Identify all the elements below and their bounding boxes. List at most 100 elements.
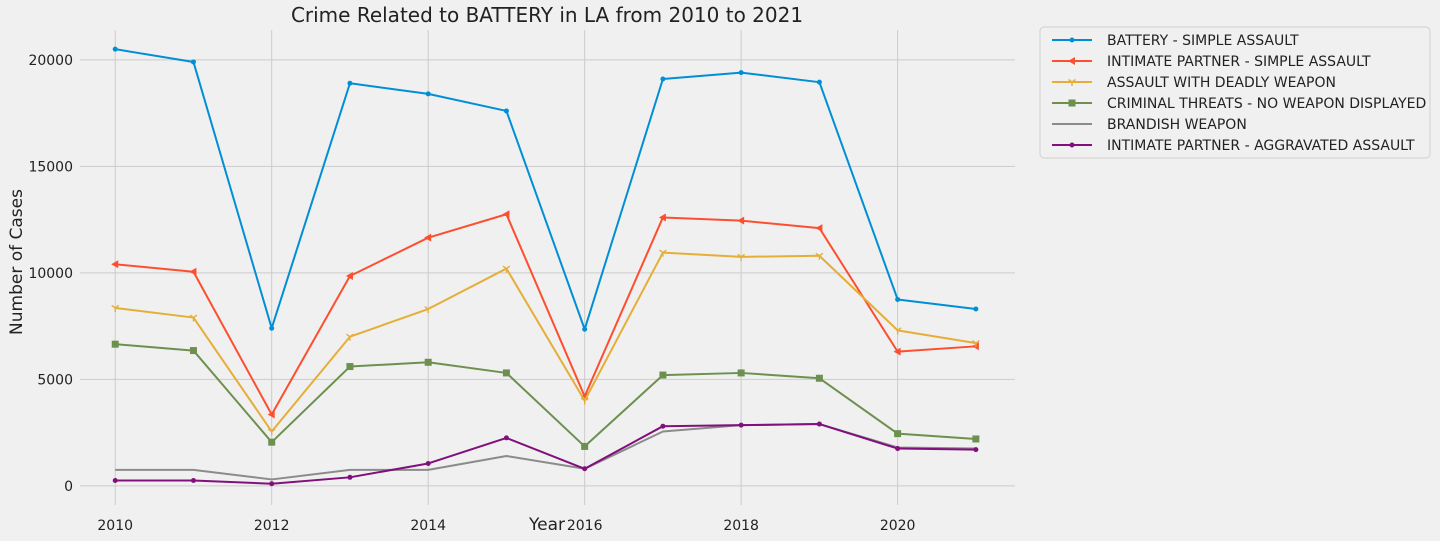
data-point-marker xyxy=(112,46,118,52)
y-tick-label: 15000 xyxy=(28,159,73,175)
triangle-marker xyxy=(424,233,432,242)
series-line xyxy=(115,213,976,416)
data-point-marker xyxy=(816,79,822,85)
tri-marker xyxy=(424,305,433,314)
square-marker xyxy=(737,369,745,377)
square-marker xyxy=(815,374,823,382)
data-point-marker xyxy=(660,423,666,429)
y-axis-ticks: 0 5000 10000 15000 20000 xyxy=(28,53,73,495)
data-point-marker xyxy=(269,325,275,331)
legend-label: BRANDISH WEAPON xyxy=(1107,117,1247,133)
legend-item: ASSAULT WITH DEADLY WEAPON xyxy=(1052,75,1336,91)
legend-label: BATTERY - SIMPLE ASSAULT xyxy=(1107,33,1299,49)
legend-item: BATTERY - SIMPLE ASSAULT xyxy=(1052,33,1299,49)
series-6 xyxy=(112,421,979,487)
square-marker xyxy=(268,438,276,446)
tri-marker xyxy=(971,340,980,348)
data-point-marker xyxy=(738,422,744,428)
triangle-marker xyxy=(737,216,745,225)
triangle-marker xyxy=(345,272,353,281)
series-1 xyxy=(112,46,979,332)
triangle-marker xyxy=(267,410,275,419)
data-point-marker xyxy=(503,435,509,441)
plot-area xyxy=(80,30,1015,505)
triangle-marker xyxy=(111,260,119,269)
x-tick-label: 2016 xyxy=(567,518,603,534)
series-line xyxy=(115,423,976,485)
triangle-marker xyxy=(815,224,823,233)
legend-item: CRIMINAL THREATS - NO WEAPON DISPLAYED xyxy=(1052,96,1426,112)
data-point-marker xyxy=(1069,37,1075,43)
x-tick-label: 2020 xyxy=(880,518,916,534)
series-layer xyxy=(111,46,980,487)
legend-item: BRANDISH WEAPON xyxy=(1052,117,1247,133)
data-point-marker xyxy=(503,108,509,114)
triangle-marker xyxy=(189,267,197,276)
y-tick-label: 5000 xyxy=(37,372,73,388)
x-tick-label: 2018 xyxy=(723,518,759,534)
tri-marker xyxy=(737,253,746,261)
data-point-marker xyxy=(582,466,588,472)
tri-marker xyxy=(267,428,276,436)
legend-item: INTIMATE PARTNER - SIMPLE ASSAULT xyxy=(1052,54,1371,70)
square-marker xyxy=(972,435,980,443)
data-point-marker xyxy=(895,446,901,452)
x-tick-label: 2012 xyxy=(254,518,290,534)
tri-marker xyxy=(815,252,824,260)
data-point-marker xyxy=(425,460,431,466)
chart-title: Crime Related to BATTERY in LA from 2010… xyxy=(291,3,803,27)
legend-item: INTIMATE PARTNER - AGGRAVATED ASSAULT xyxy=(1052,138,1415,154)
data-point-marker xyxy=(895,296,901,302)
square-marker xyxy=(424,358,432,366)
series-3 xyxy=(111,249,980,436)
square-marker xyxy=(894,430,902,438)
tri-marker xyxy=(1068,78,1076,86)
square-marker xyxy=(189,347,197,355)
legend-label: CRIMINAL THREATS - NO WEAPON DISPLAYED xyxy=(1107,96,1426,112)
tri-marker xyxy=(502,265,511,273)
data-point-marker xyxy=(582,326,588,332)
triangle-marker xyxy=(1068,57,1075,65)
square-marker xyxy=(346,363,354,371)
data-point-marker xyxy=(347,80,353,86)
data-point-marker xyxy=(816,421,822,427)
x-axis-ticks: 2010 2012 2014 2016 2018 2020 xyxy=(97,518,915,534)
tri-marker xyxy=(189,314,198,322)
data-point-marker xyxy=(425,91,431,97)
legend: BATTERY - SIMPLE ASSAULT INTIMATE PARTNER… xyxy=(1039,26,1431,159)
data-point-marker xyxy=(973,306,979,312)
square-marker xyxy=(502,369,510,377)
triangle-marker xyxy=(893,347,901,356)
legend-label: INTIMATE PARTNER - SIMPLE ASSAULT xyxy=(1107,54,1371,70)
square-marker xyxy=(581,442,589,450)
x-tick-label: 2010 xyxy=(97,518,133,534)
y-tick-label: 0 xyxy=(64,479,73,495)
data-point-marker xyxy=(112,478,118,484)
series-line xyxy=(115,251,977,433)
data-point-marker xyxy=(269,481,275,487)
square-marker xyxy=(111,340,119,348)
data-point-marker xyxy=(347,474,353,480)
tri-marker xyxy=(346,333,354,341)
triangle-marker xyxy=(658,213,666,222)
tri-marker xyxy=(111,304,120,312)
legend-label: ASSAULT WITH DEADLY WEAPON xyxy=(1107,75,1336,91)
series-line xyxy=(115,343,976,448)
x-tick-label: 2014 xyxy=(410,518,446,534)
square-marker xyxy=(659,371,667,379)
data-point-marker xyxy=(190,478,196,484)
data-point-marker xyxy=(190,59,196,65)
tri-marker xyxy=(580,397,589,405)
tri-marker xyxy=(893,327,902,335)
y-axis-label: Number of Cases xyxy=(7,189,27,335)
y-tick-label: 20000 xyxy=(28,53,73,69)
data-point-marker xyxy=(660,76,666,82)
tri-marker xyxy=(659,249,667,257)
series-2 xyxy=(111,210,979,419)
square-marker xyxy=(1068,99,1076,107)
legend-box xyxy=(1039,26,1431,159)
legend-label: INTIMATE PARTNER - AGGRAVATED ASSAULT xyxy=(1107,138,1415,154)
data-point-marker xyxy=(1069,142,1075,148)
data-point-marker xyxy=(738,70,744,76)
